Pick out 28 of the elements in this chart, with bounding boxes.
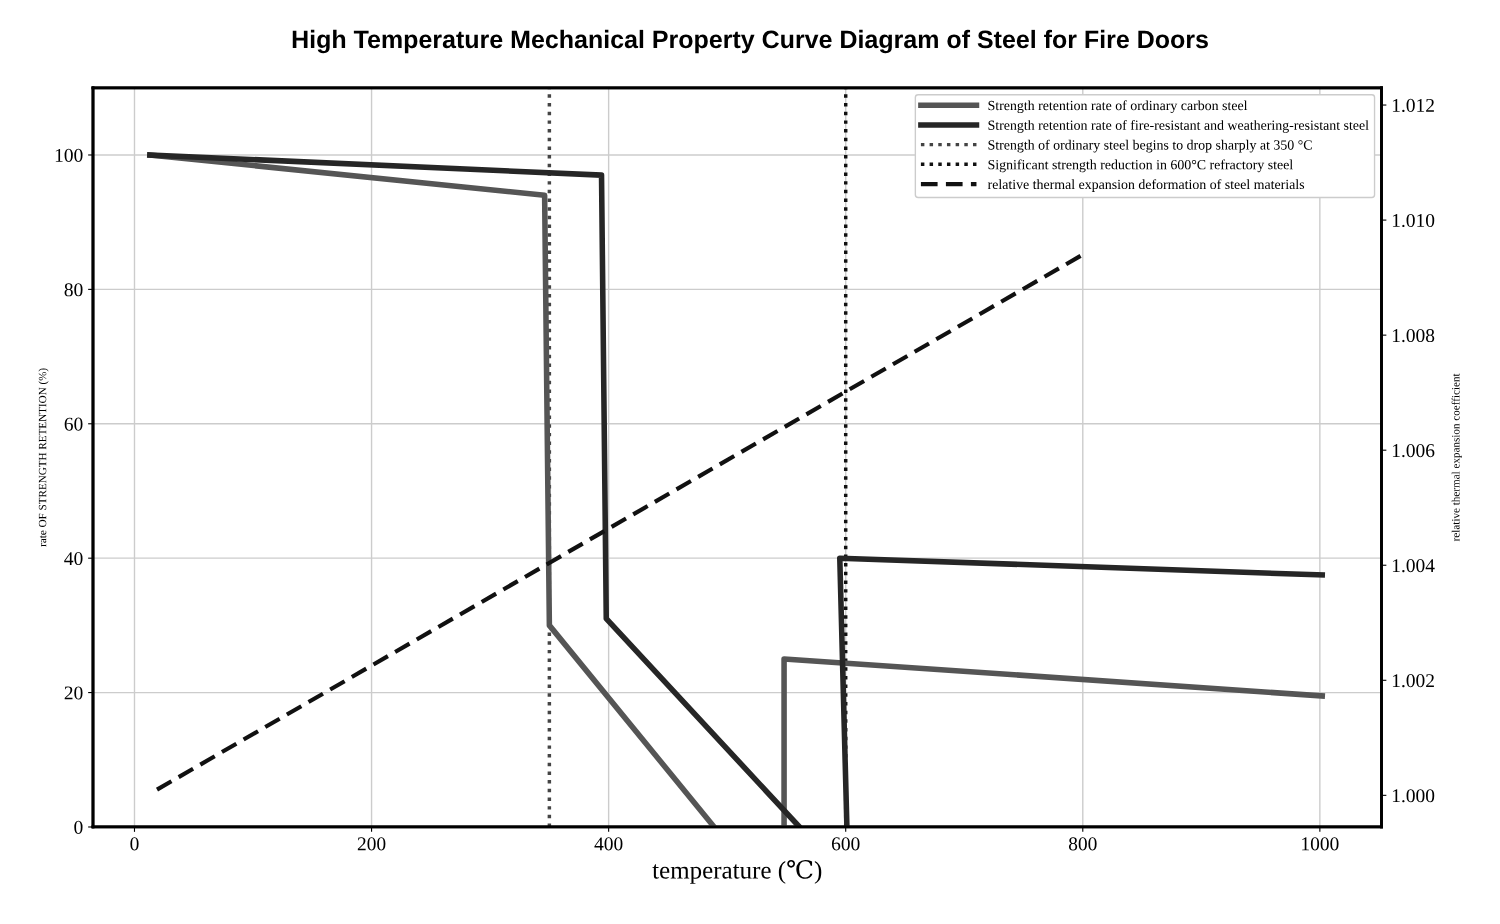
- x-axis-title: temperature (℃): [652, 859, 822, 884]
- legend-label: Strength retention rate of fire-resistant and weathering-resistant steel: [988, 120, 1369, 133]
- y-tick-label: 40: [64, 552, 83, 566]
- x-tick-label: 200: [357, 837, 386, 851]
- y-tick-label: 20: [64, 686, 83, 700]
- y2-tick-label: 1.012: [1392, 98, 1434, 113]
- x-tick-label: 400: [594, 837, 623, 851]
- y2-tick-label: 1.008: [1392, 328, 1435, 343]
- y-axis-title: rate OF STRENGTH RETENTION (%): [38, 368, 49, 547]
- x-tick-label: 0: [130, 837, 139, 851]
- x-tick-label: 800: [1068, 837, 1097, 851]
- y-tick-label: 0: [74, 820, 83, 834]
- legend-label: Significant strength reduction in 600°C refractory steel: [988, 159, 1293, 173]
- y2-tick-label: 1.006: [1392, 444, 1435, 458]
- y2-tick-label: 1.004: [1392, 559, 1435, 573]
- y-tick-label: 100: [55, 148, 83, 162]
- y2-axis-title: relative thermal expansion coefficient: [1451, 373, 1462, 542]
- x-tick-label: 1000: [1302, 837, 1339, 851]
- legend-label: Strength of ordinary steel begins to drop sharply at 350 °C: [988, 139, 1312, 153]
- legend-label: relative thermal expansion deformation of steel materials: [987, 179, 1305, 192]
- chart-title: High Temperature Mechanical Property Curve Diagram of Steel for Fire Doors: [292, 29, 1208, 54]
- y-tick-label: 60: [64, 417, 83, 431]
- y2-tick-label: 1.000: [1392, 789, 1435, 803]
- x-tick-label: 600: [831, 837, 860, 851]
- y-tick-label: 80: [64, 283, 83, 297]
- legend-label: Strength retention rate of ordinary carbon steel: [988, 100, 1248, 114]
- y2-tick-label: 1.002: [1392, 674, 1434, 688]
- y2-tick-label: 1.010: [1392, 213, 1435, 228]
